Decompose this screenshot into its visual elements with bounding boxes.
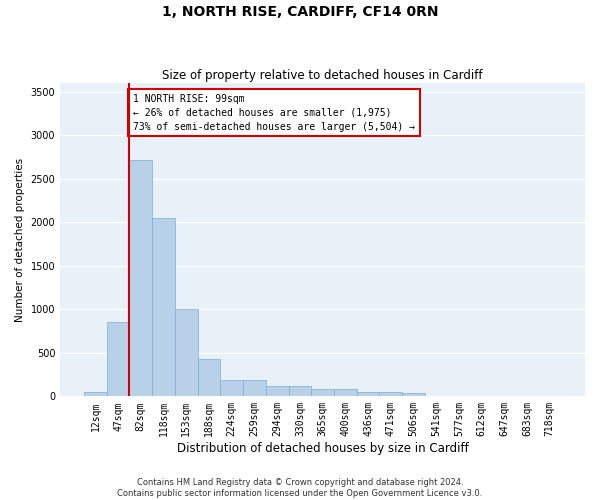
Bar [289,386,311,396]
Bar [334,390,356,396]
Bar [220,380,243,396]
Y-axis label: Number of detached properties: Number of detached properties [15,158,25,322]
Bar [152,218,175,396]
Bar [379,392,402,396]
Bar [84,392,107,396]
Bar [402,394,425,396]
Bar [107,322,130,396]
Bar [130,160,152,396]
Bar [175,310,197,396]
Bar [197,359,220,397]
Text: Contains HM Land Registry data © Crown copyright and database right 2024.
Contai: Contains HM Land Registry data © Crown c… [118,478,482,498]
Text: 1, NORTH RISE, CARDIFF, CF14 0RN: 1, NORTH RISE, CARDIFF, CF14 0RN [162,5,438,19]
Bar [243,380,266,396]
Text: 1 NORTH RISE: 99sqm
← 26% of detached houses are smaller (1,975)
73% of semi-det: 1 NORTH RISE: 99sqm ← 26% of detached ho… [133,94,415,132]
X-axis label: Distribution of detached houses by size in Cardiff: Distribution of detached houses by size … [177,442,469,455]
Bar [266,386,289,396]
Bar [356,392,379,396]
Title: Size of property relative to detached houses in Cardiff: Size of property relative to detached ho… [163,69,483,82]
Bar [311,390,334,396]
